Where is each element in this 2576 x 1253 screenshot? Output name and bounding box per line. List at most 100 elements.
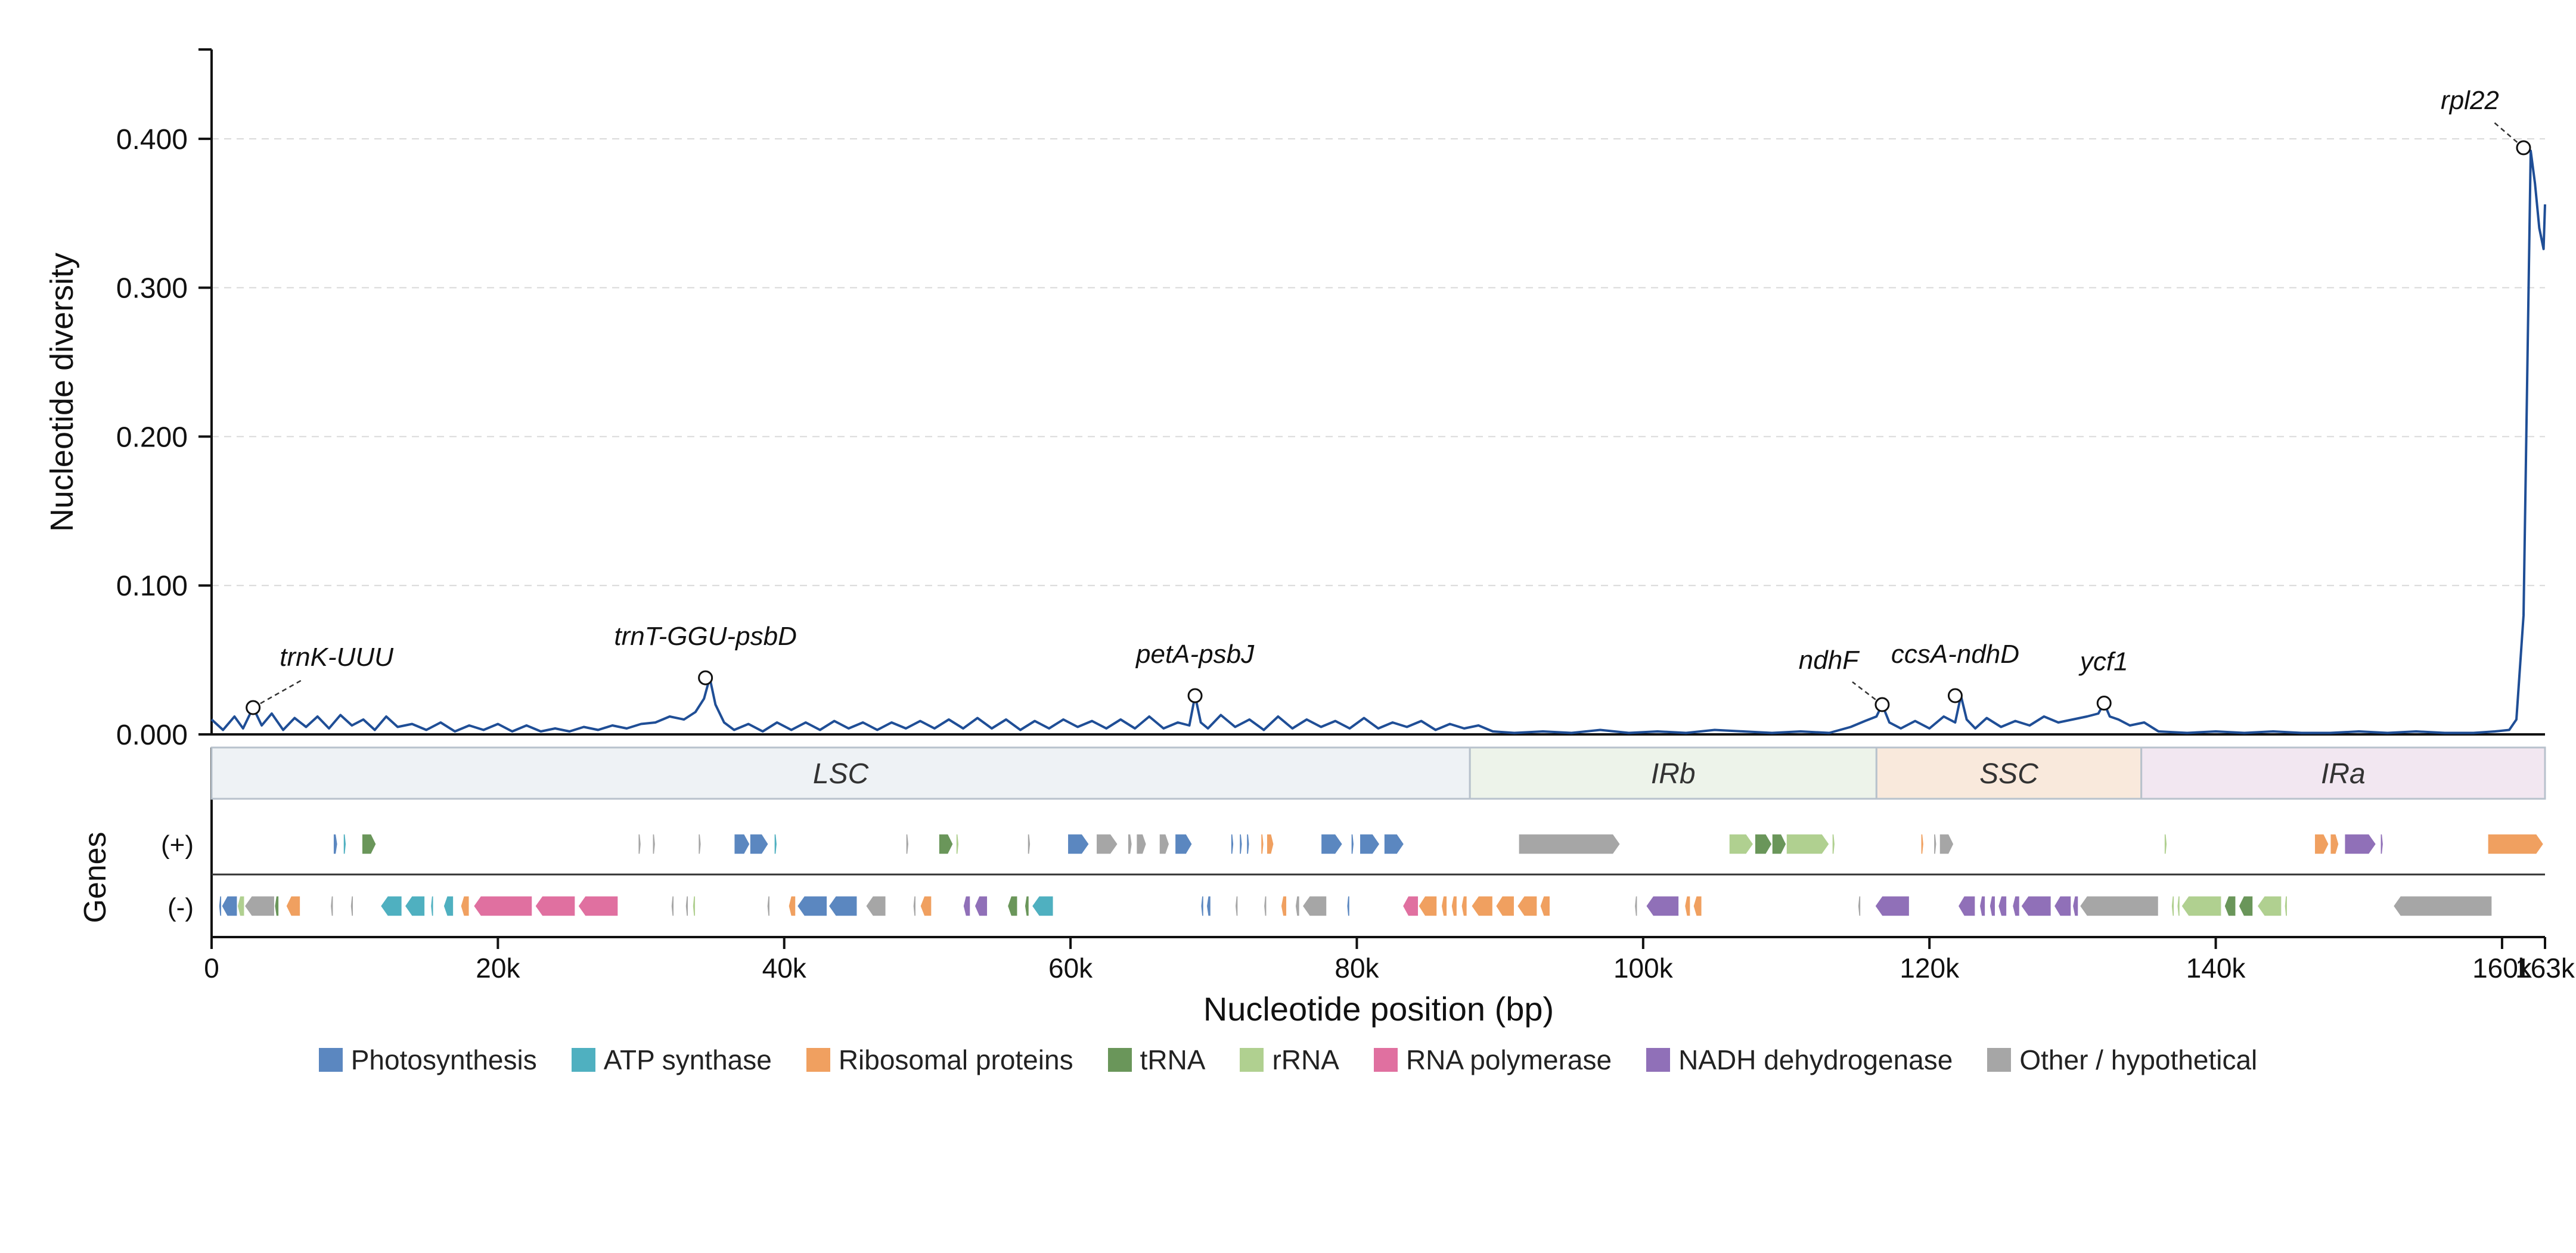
gene-photo-plus <box>733 833 750 855</box>
gene-other-minus <box>330 895 334 917</box>
gene-ribo-minus <box>1461 895 1468 917</box>
gene-ribo-minus <box>1693 895 1703 917</box>
gene-ndh-minus <box>2012 895 2021 917</box>
gene-photo-plus <box>1351 833 1355 855</box>
gene-trna-minus <box>2238 895 2254 917</box>
gene-other-plus <box>1027 833 1031 855</box>
gene-ribo-plus <box>1266 833 1274 855</box>
gene-trna-minus <box>274 895 280 917</box>
legend-swatch <box>806 1048 830 1072</box>
legend-label: Other / hypothetical <box>2019 1044 2258 1075</box>
gene-other-minus <box>913 895 917 917</box>
gene-ribo-minus <box>1516 895 1538 917</box>
gene-rrna-plus <box>1832 833 1836 855</box>
gene-other-plus <box>1518 833 1621 855</box>
legend-item: NADH dehydrogenase <box>1646 1044 1953 1076</box>
x-tick-label: 163k <box>2515 953 2575 984</box>
y-tick-label: 0.200 <box>116 421 188 453</box>
legend-swatch <box>1107 1048 1132 1072</box>
gene-ndh-minus <box>1997 895 2007 917</box>
gene-other-plus <box>1127 833 1133 855</box>
gene-other-plus <box>1933 833 1937 855</box>
gene-ribo-plus <box>2487 833 2544 855</box>
gene-ribo-minus <box>1470 895 1494 917</box>
gene-ribo-minus <box>285 895 301 917</box>
y-tick-label: 0.000 <box>116 719 188 751</box>
peak-marker <box>2516 140 2531 156</box>
x-tick-label: 20k <box>476 953 520 984</box>
legend: Photosynthesis ATP synthase Ribosomal prot… <box>0 1042 2576 1078</box>
y-tick-label: 0.300 <box>116 273 188 305</box>
legend-label: RNA polymerase <box>1405 1044 1612 1075</box>
gene-other-plus <box>1159 833 1170 855</box>
gene-rrna-plus <box>1786 833 1830 855</box>
y-tick-label: 0.100 <box>116 570 188 602</box>
diversity-series <box>210 149 2546 734</box>
region-ira <box>2140 746 2546 800</box>
gene-photo-plus <box>1359 833 1380 855</box>
gene-ribo-plus <box>1260 833 1265 855</box>
gene-ribo-minus <box>1451 895 1458 917</box>
gene-ribo-minus <box>1280 895 1287 917</box>
region-lsc <box>210 746 1471 800</box>
gene-rnap-minus <box>577 895 619 917</box>
gene-atp-minus <box>380 895 403 917</box>
x-tick-label: 160k <box>2472 953 2532 984</box>
gene-rrna-plus <box>2164 833 2168 855</box>
gene-other-minus <box>1263 895 1267 917</box>
gene-rrna-minus <box>2284 895 2288 917</box>
gene-other-plus <box>1095 833 1119 855</box>
gene-photo-plus <box>1230 833 1234 855</box>
gene-photo-plus <box>1246 833 1250 855</box>
peak-label: trnT-GGU-psbD <box>614 622 796 651</box>
gene-atp-minus <box>404 895 426 917</box>
gene-ribo-minus <box>1441 895 1448 917</box>
peak-label: trnK-UUU <box>280 643 393 672</box>
gene-ndh-minus <box>2020 895 2052 917</box>
gene-photo-plus <box>749 833 769 855</box>
gene-ribo-minus <box>1417 895 1438 917</box>
x-tick-label: 0 <box>204 953 219 984</box>
region-bar: LSC IRb SSC IRa <box>210 746 2546 800</box>
legend-swatch <box>571 1048 595 1072</box>
gene-other-minus <box>671 895 675 917</box>
gene-other-plus <box>652 833 656 855</box>
gene-rrna-minus <box>2257 895 2282 917</box>
legend-item: ATP synthase <box>571 1044 772 1076</box>
y-tick-label: 0.400 <box>116 124 188 156</box>
gene-other-minus <box>685 895 689 917</box>
gene-track <box>218 833 2544 917</box>
gene-ndh-minus <box>1874 895 1910 917</box>
gene-photo-plus <box>1174 833 1193 855</box>
y-axis-ticks: 0.000 0.100 0.200 0.300 0.400 <box>116 124 212 751</box>
gene-other-minus <box>2079 895 2159 917</box>
region-label: LSC <box>813 758 869 790</box>
x-tick-label: 40k <box>762 953 807 984</box>
gene-ribo-plus <box>2314 833 2330 855</box>
x-tick-label: 120k <box>1900 953 1960 984</box>
gene-trna-minus <box>1007 895 1018 917</box>
gene-ndh-plus <box>2380 833 2384 855</box>
gene-photo-minus <box>1200 895 1205 917</box>
gene-rrna-minus <box>2171 895 2175 917</box>
peak-marker <box>2096 696 2112 711</box>
legend-label: ATP synthase <box>603 1044 772 1075</box>
gene-trna-plus <box>938 833 954 855</box>
gene-other-minus <box>766 895 771 917</box>
region-ssc <box>1875 746 2143 800</box>
x-tick-label: 140k <box>2186 953 2246 984</box>
gene-rnap-minus <box>534 895 576 917</box>
gene-ndh-minus <box>1645 895 1680 917</box>
diversity-line <box>210 149 2546 734</box>
gene-ndh-minus <box>1979 895 1986 917</box>
gene-ndh-minus <box>2072 895 2079 917</box>
peak-label: rpl22 <box>2441 86 2499 115</box>
legend-swatch <box>1987 1048 2012 1072</box>
gene-other-minus <box>244 895 275 917</box>
peak-label: ccsA-ndhD <box>1891 640 2019 669</box>
gene-photo-minus <box>218 895 222 917</box>
gene-ribo-plus <box>2329 833 2339 855</box>
axes <box>198 48 2545 938</box>
peak-marker <box>1187 688 1203 703</box>
